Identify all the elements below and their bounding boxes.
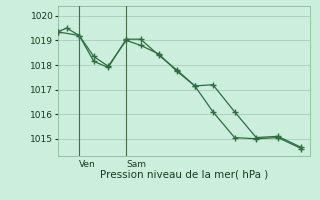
Text: Sam: Sam bbox=[126, 160, 146, 169]
X-axis label: Pression niveau de la mer( hPa ): Pression niveau de la mer( hPa ) bbox=[100, 170, 268, 180]
Text: Ven: Ven bbox=[79, 160, 96, 169]
